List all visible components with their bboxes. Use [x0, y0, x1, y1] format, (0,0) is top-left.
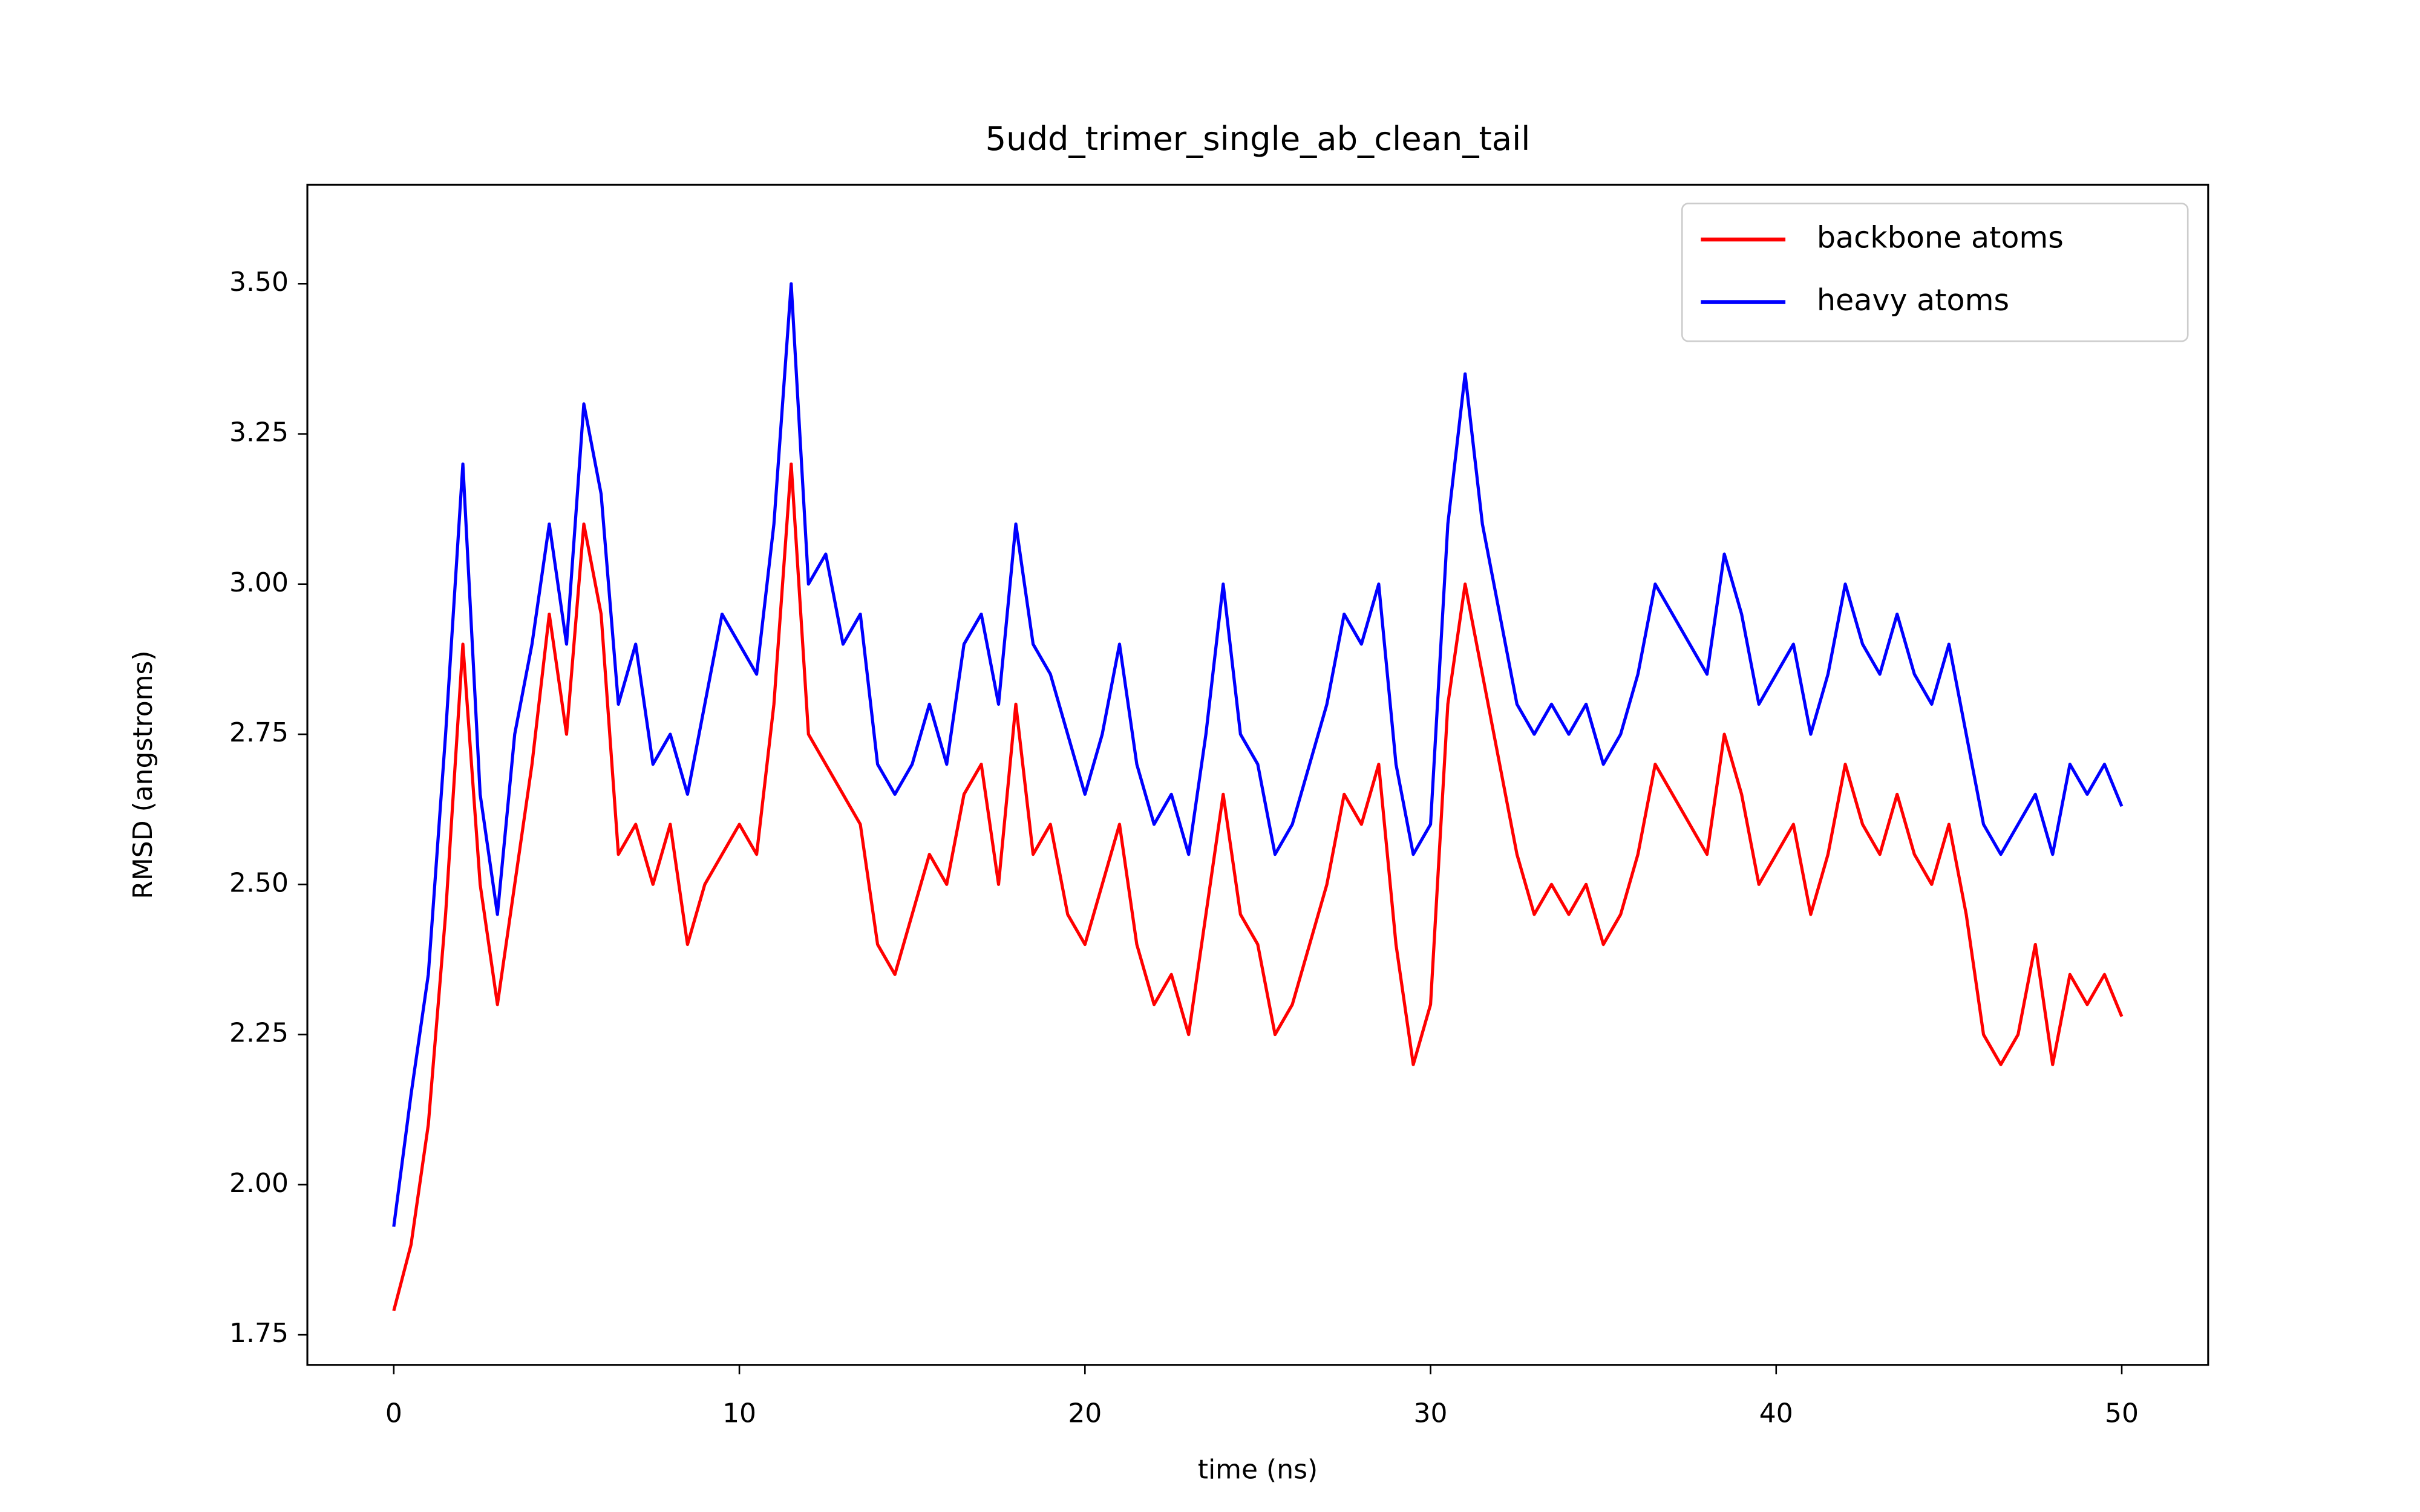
x-tick-label: 40	[1759, 1398, 1793, 1429]
data-line	[392, 282, 2124, 1227]
legend-label: heavy atoms	[1817, 282, 2009, 318]
plot-frame	[306, 183, 2209, 1366]
x-tick-label: 30	[1414, 1398, 1448, 1429]
legend-box	[1681, 203, 2189, 342]
chart-title: 5udd_trimer_single_ab_clean_tail	[986, 120, 1531, 158]
y-tick-label: 2.75	[229, 717, 289, 748]
x-axis-label: time (ns)	[1198, 1455, 1318, 1485]
x-tick-label: 50	[2105, 1398, 2139, 1429]
data-line	[392, 462, 2124, 1312]
y-tick-label: 2.50	[229, 867, 289, 898]
x-tick-label: 0	[385, 1398, 402, 1429]
y-tick-label: 3.50	[229, 267, 289, 298]
y-tick-label: 2.00	[229, 1168, 289, 1199]
y-tick-label: 3.25	[229, 417, 289, 448]
y-tick-label: 1.75	[229, 1318, 289, 1349]
x-tick-label: 20	[1068, 1398, 1102, 1429]
legend-label: backbone atoms	[1817, 220, 2064, 255]
y-tick-label: 2.25	[229, 1018, 289, 1049]
x-tick-label: 10	[722, 1398, 756, 1429]
y-tick-label: 3.00	[229, 567, 289, 598]
y-axis-label: RMSD (angstroms)	[128, 650, 159, 899]
